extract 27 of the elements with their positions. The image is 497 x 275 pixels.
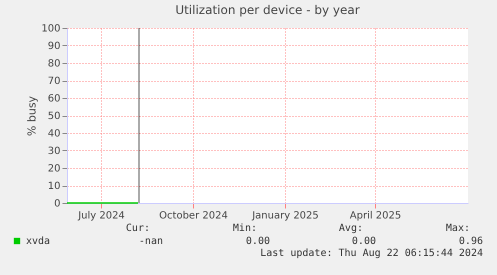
- text: Last update: Thu Aug 22 06:15:44 2024: [260, 248, 483, 259]
- y-tick-label: 100: [41, 24, 60, 34]
- text: Max:: [446, 223, 470, 234]
- y-tick-label: 40: [48, 128, 60, 140]
- text: 0.00: [352, 236, 376, 247]
- y-tick-label: 10: [48, 181, 60, 192]
- y-axis-title: % busy: [25, 95, 38, 136]
- text: -nan: [138, 236, 163, 247]
- text: Cur:: [126, 223, 150, 234]
- y-tick-label: 70: [48, 76, 60, 87]
- y-tick-label: 80: [48, 58, 60, 70]
- x-tick-label: July 2024: [77, 210, 125, 222]
- y-tick-label: 50: [48, 111, 60, 122]
- text: 0.96: [458, 236, 483, 247]
- legend-label: xvda: [26, 236, 50, 247]
- x-tick-label: January 2025: [251, 210, 319, 222]
- x-tick-label: October 2024: [159, 210, 228, 222]
- chart-title: Utilization per device - by year: [175, 3, 360, 17]
- y-tick-label: 30: [48, 146, 60, 157]
- y-tick-label: 0: [54, 198, 60, 210]
- text: 0.00: [246, 236, 270, 247]
- y-tick-label: 90: [48, 41, 60, 52]
- y-tick-label: 60: [48, 94, 60, 104]
- x-tick-label: April 2025: [350, 210, 402, 222]
- y-tick-label: 20: [48, 164, 60, 174]
- text: Avg:: [338, 223, 363, 234]
- text: Min:: [232, 223, 257, 234]
